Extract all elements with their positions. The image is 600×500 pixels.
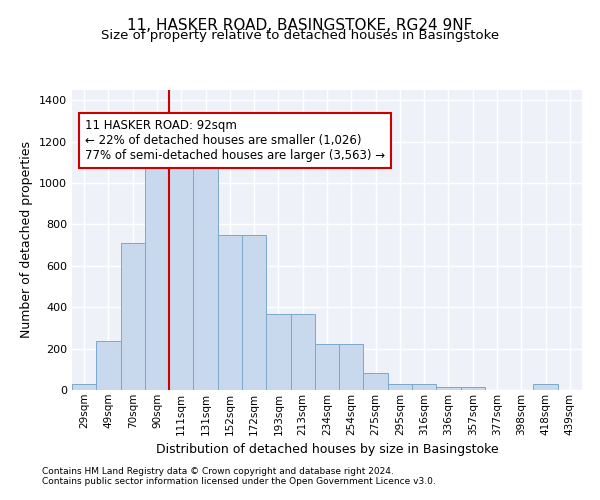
Bar [364, 374, 388, 390]
Bar [388, 384, 412, 390]
Bar [315, 344, 339, 390]
Bar [72, 384, 96, 390]
Bar [461, 387, 485, 390]
Bar [436, 387, 461, 390]
Bar [412, 384, 436, 390]
Text: Contains HM Land Registry data © Crown copyright and database right 2024.: Contains HM Land Registry data © Crown c… [42, 467, 394, 476]
Bar [339, 344, 364, 390]
Text: 11, HASKER ROAD, BASINGSTOKE, RG24 9NF: 11, HASKER ROAD, BASINGSTOKE, RG24 9NF [127, 18, 473, 32]
Bar [533, 384, 558, 390]
Text: Contains public sector information licensed under the Open Government Licence v3: Contains public sector information licen… [42, 477, 436, 486]
Bar [266, 314, 290, 390]
Text: Size of property relative to detached houses in Basingstoke: Size of property relative to detached ho… [101, 29, 499, 42]
Bar [145, 166, 169, 390]
Y-axis label: Number of detached properties: Number of detached properties [20, 142, 34, 338]
Bar [218, 235, 242, 390]
X-axis label: Distribution of detached houses by size in Basingstoke: Distribution of detached houses by size … [155, 443, 499, 456]
Bar [121, 243, 145, 390]
Bar [169, 164, 193, 390]
Bar [193, 158, 218, 390]
Text: 11 HASKER ROAD: 92sqm
← 22% of detached houses are smaller (1,026)
77% of semi-d: 11 HASKER ROAD: 92sqm ← 22% of detached … [85, 119, 385, 162]
Bar [96, 342, 121, 390]
Bar [290, 314, 315, 390]
Bar [242, 235, 266, 390]
